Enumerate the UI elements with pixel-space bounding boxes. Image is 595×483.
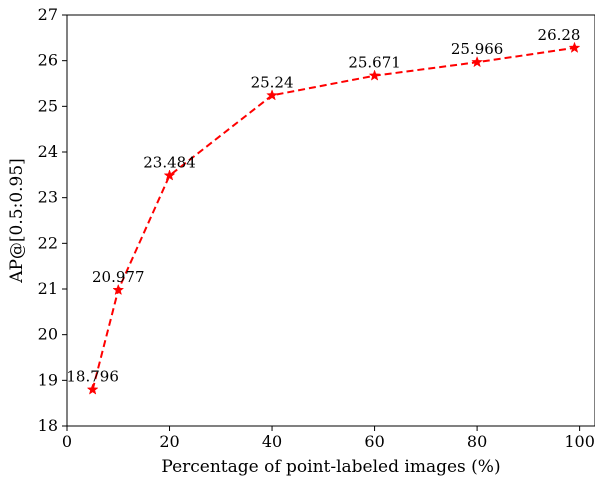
data-label: 25.966 (451, 40, 504, 58)
y-tick-label: 24 (38, 142, 58, 161)
x-tick-label: 80 (467, 432, 487, 451)
x-axis-title: Percentage of point-labeled images (%) (161, 457, 500, 477)
data-point-marker (568, 41, 581, 53)
data-point-marker (112, 283, 125, 296)
data-point-marker (86, 383, 99, 395)
y-tick-label: 19 (38, 370, 58, 389)
data-label: 20.977 (92, 268, 145, 286)
data-point-marker (266, 89, 278, 101)
x-tick-label: 60 (364, 432, 384, 451)
y-tick-label: 21 (38, 279, 58, 298)
plot-frame (66, 14, 595, 427)
y-tick-label: 20 (38, 325, 58, 344)
data-label: 25.671 (348, 54, 401, 72)
data-point-marker (471, 56, 484, 68)
y-tick-label: 22 (38, 233, 58, 252)
x-tick-label: 20 (159, 432, 179, 451)
y-tick-label: 26 (38, 51, 58, 70)
data-point-marker (163, 169, 176, 181)
x-tick-label: 0 (62, 432, 72, 451)
y-tick-label: 18 (38, 416, 58, 435)
x-axis: 0 20 40 60 80 100 (62, 426, 595, 451)
y-tick-label: 25 (38, 96, 58, 115)
series-layer: 18.796 20.977 23.484 25.24 25.671 25.966 26.28 (66, 26, 581, 395)
data-label: 25.24 (251, 73, 294, 91)
data-point-marker (368, 69, 381, 81)
y-tick-label: 27 (38, 5, 58, 24)
y-tick-label: 23 (38, 188, 58, 207)
data-label: 23.484 (143, 154, 196, 172)
y-axis: 18 19 20 21 22 23 24 25 26 27 (38, 5, 67, 435)
x-tick-label: 100 (564, 432, 595, 451)
series-line (91, 46, 575, 390)
y-axis-title: AP@[0.5:0.95] (7, 158, 27, 284)
plot-area (66, 14, 595, 427)
data-label: 18.796 (66, 368, 119, 386)
data-label: 26.28 (538, 26, 581, 44)
x-tick-label: 40 (262, 432, 282, 451)
